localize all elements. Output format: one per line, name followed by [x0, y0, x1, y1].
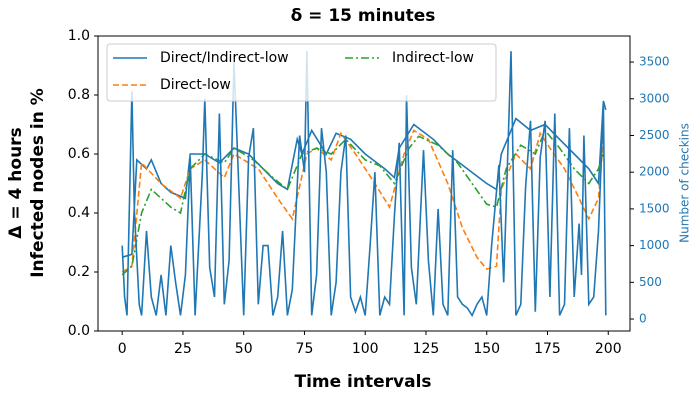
x-tick-label: 100 [352, 341, 379, 357]
y2-tick-label: 3500 [639, 55, 670, 69]
y-axis-label: Infected nodes in % [28, 88, 48, 278]
x-axis-label: Time intervals [294, 372, 431, 392]
legend: Direct/Indirect-low Direct-low Indirect-lo… [106, 43, 497, 102]
series-line [121, 128, 605, 276]
y2-tick-label: 2000 [639, 165, 670, 179]
x-tick-label: 200 [595, 341, 622, 357]
x-tick-label: 25 [174, 341, 192, 357]
y2-tick-label: 500 [639, 275, 662, 289]
y-tick-label: 0.2 [68, 264, 90, 280]
plot-frame [97, 35, 631, 332]
x-tick-label: 175 [534, 341, 561, 357]
x-tick-label: 0 [118, 341, 127, 357]
y-tick-label: 0.0 [68, 323, 90, 339]
legend-label: Indirect-low [392, 50, 474, 66]
x-tick-label: 75 [296, 341, 314, 357]
y2-tick-label: 1500 [639, 201, 670, 215]
y2-tick-label: 1000 [639, 238, 670, 252]
y2-tick-label: 0 [639, 312, 647, 326]
chart-title: δ = 15 minutes [291, 6, 436, 26]
y-tick-label: 0.6 [68, 146, 90, 162]
y2-tick-label: 3000 [639, 91, 670, 105]
y-tick-label: 0.8 [68, 87, 90, 103]
y2-tick-label: 2500 [639, 128, 670, 142]
legend-label: Direct-low [160, 77, 231, 93]
y2-axis-label: Number of checkins [678, 123, 692, 243]
series-line [121, 51, 607, 318]
y-axis-label: Δ = 4 hours [6, 127, 26, 238]
x-tick-label: 50 [235, 341, 253, 357]
legend-label: Direct/Indirect-low [160, 50, 289, 66]
y-tick-label: 1.0 [68, 28, 90, 44]
series-line [121, 100, 607, 259]
x-tick-label: 150 [473, 341, 500, 357]
legend-box [106, 43, 497, 102]
x-tick-label: 125 [413, 341, 440, 357]
series-line [121, 129, 605, 273]
y-tick-label: 0.4 [68, 205, 90, 221]
